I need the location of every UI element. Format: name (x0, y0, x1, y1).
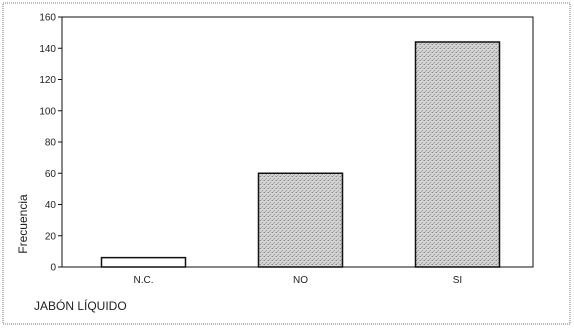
y-tick-label: 100 (39, 106, 56, 117)
y-tick-label: 120 (39, 75, 56, 86)
y-tick-label: 140 (39, 44, 56, 55)
x-category-label: N.C. (134, 275, 154, 286)
x-category-label: NO (293, 275, 308, 286)
bar-si (414, 41, 501, 268)
bar-no (257, 172, 344, 268)
y-tick-label: 0 (50, 263, 56, 274)
y-tick-label: 20 (45, 231, 57, 242)
y-tick-label: 40 (45, 200, 57, 211)
y-axis-ticks: 0 20 40 60 80 100 120 140 160 (39, 13, 62, 274)
y-axis-title: Frecuencia (16, 194, 30, 254)
bars (100, 41, 501, 268)
x-category-label: SI (453, 275, 462, 286)
y-tick-label: 160 (39, 13, 56, 24)
y-tick-label: 60 (45, 169, 57, 180)
x-axis-title: JABÓN LÍQUIDO (34, 298, 127, 313)
x-axis-categories: N.C. NO SI (134, 275, 463, 286)
y-tick-label: 80 (45, 138, 57, 149)
bar-n-c (100, 256, 187, 268)
